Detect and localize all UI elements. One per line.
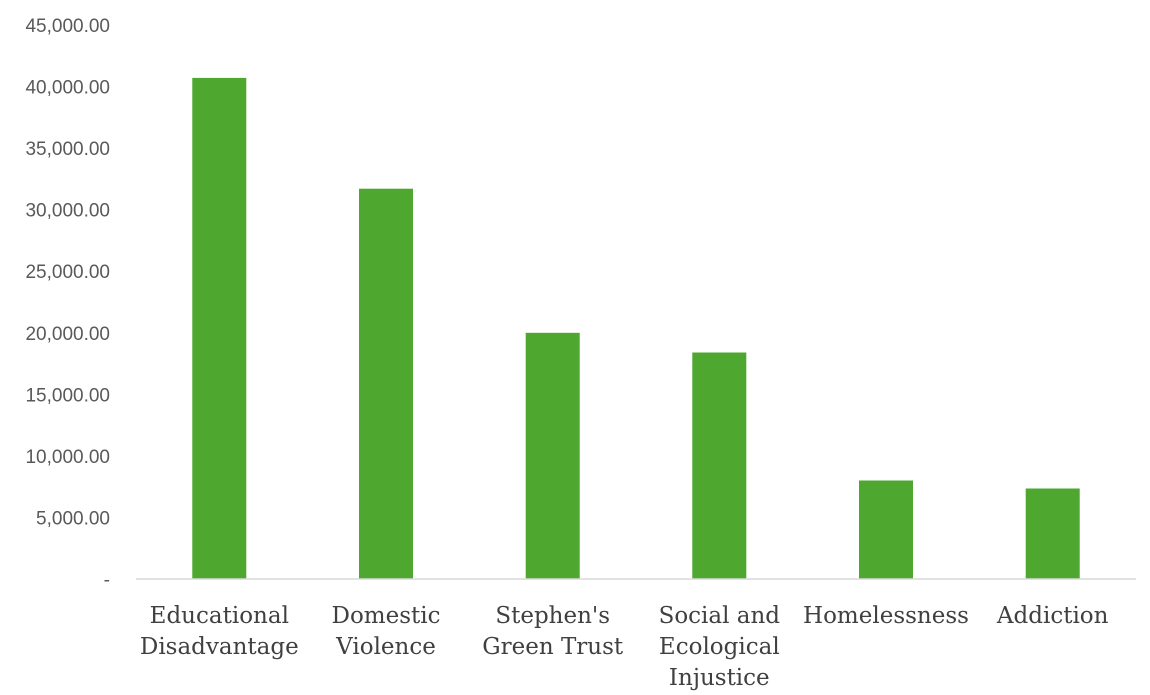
x-axis-labels: Educational Disadvantage Domestic Violence S… — [140, 603, 1109, 691]
bars — [192, 77, 1080, 580]
bar — [1025, 488, 1080, 579]
y-tick-label: 20,000.00 — [25, 324, 110, 345]
bar — [692, 352, 747, 579]
x-tick-label: Domestic Violence — [332, 603, 441, 660]
bar — [525, 332, 580, 579]
x-tick-label-line: Ecological — [659, 634, 780, 660]
y-tick-label: 35,000.00 — [25, 139, 110, 160]
bar — [859, 480, 913, 579]
y-tick-label: 15,000.00 — [25, 385, 110, 406]
x-tick-label-line: Educational — [150, 603, 289, 629]
y-tick-label: 5,000.00 — [36, 508, 110, 529]
y-tick-label: 10,000.00 — [25, 447, 110, 468]
x-tick-label-line: Disadvantage — [140, 634, 299, 660]
x-tick-label: Educational Disadvantage — [140, 603, 299, 660]
bar — [359, 188, 413, 579]
x-tick-label: Addiction — [996, 603, 1109, 629]
y-tick-label: 30,000.00 — [25, 201, 110, 222]
x-tick-label-line: Stephen's — [495, 603, 610, 629]
y-tick-label: 25,000.00 — [25, 262, 110, 283]
x-tick-label: Stephen's Green Trust — [482, 603, 624, 660]
x-tick-label-line: Injustice — [669, 665, 770, 691]
x-tick-label-line: Domestic — [332, 603, 441, 629]
x-tick-label: Homelessness — [803, 603, 969, 629]
x-tick-label-line: Homelessness — [803, 603, 969, 629]
y-tick-label: 40,000.00 — [25, 78, 110, 99]
x-tick-label-line: Violence — [335, 634, 436, 660]
x-tick-label: Social and Ecological Injustice — [659, 603, 781, 691]
bar — [192, 77, 247, 580]
x-tick-label-line: Addiction — [996, 603, 1109, 629]
x-tick-label-line: Social and — [659, 603, 781, 629]
y-axis-labels: - 5,000.00 10,000.00 15,000.00 20,000.00 25,0… — [25, 16, 110, 591]
y-tick-label: 45,000.00 — [25, 16, 110, 37]
y-tick-label: - — [104, 570, 110, 591]
x-tick-label-line: Green Trust — [482, 634, 624, 660]
